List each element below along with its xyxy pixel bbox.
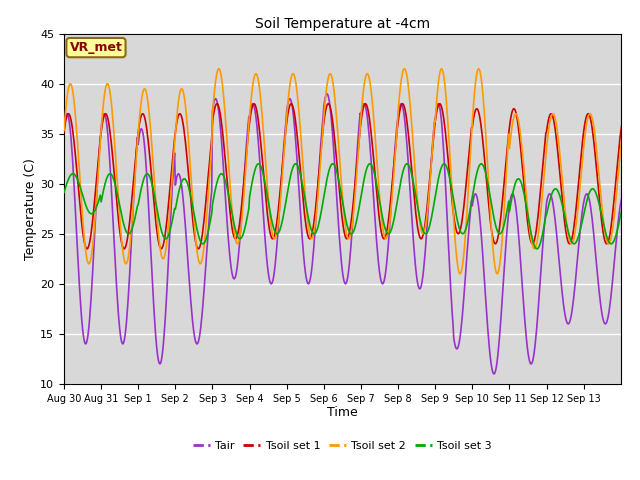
X-axis label: Time: Time (327, 407, 358, 420)
Legend: Tair, Tsoil set 1, Tsoil set 2, Tsoil set 3: Tair, Tsoil set 1, Tsoil set 2, Tsoil se… (188, 437, 497, 456)
Y-axis label: Temperature (C): Temperature (C) (24, 158, 37, 260)
Text: VR_met: VR_met (70, 41, 122, 54)
Title: Soil Temperature at -4cm: Soil Temperature at -4cm (255, 17, 430, 31)
